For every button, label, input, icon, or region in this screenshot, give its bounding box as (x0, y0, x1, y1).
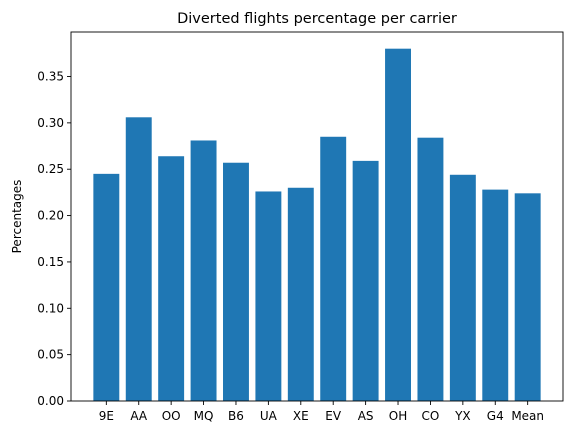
y-tick-label: 0.10 (37, 301, 64, 315)
x-tick-label: MQ (194, 409, 214, 423)
y-axis-label: Percentages (10, 180, 24, 254)
bar-b6 (223, 162, 249, 401)
y-tick-label: 0.25 (37, 162, 64, 176)
x-tick-label: B6 (228, 409, 244, 423)
y-tick-label: 0.30 (37, 116, 64, 130)
x-tick-label: UA (260, 409, 278, 423)
x-tick-label: XE (293, 409, 309, 423)
x-tick-label: OH (389, 409, 407, 423)
bars-group (93, 48, 541, 402)
chart-title: Diverted flights percentage per carrier (177, 11, 457, 27)
bar-oo (158, 156, 185, 401)
x-tick-label: Mean (511, 409, 544, 423)
plot-frame (70, 31, 564, 402)
bar-g4 (482, 189, 509, 401)
bar-ua (255, 191, 282, 401)
bar-9e (93, 173, 120, 401)
bar-aa (125, 117, 152, 402)
y-axis-ticks: 0.00 0.05 0.10 0.15 0.20 0.25 0.30 0.35 (37, 70, 71, 408)
x-tick-label: YX (454, 409, 471, 423)
x-tick-label: G4 (487, 409, 504, 423)
x-axis-ticks: 9E AA OO MQ B6 UA XE EV AS OH CO YX G4 Mean (99, 401, 544, 423)
y-tick-label: 0.00 (37, 394, 64, 408)
y-tick-label: 0.15 (37, 255, 64, 269)
bar-ev (320, 136, 347, 401)
y-tick-label: 0.20 (37, 209, 64, 223)
bar-mq (190, 140, 217, 402)
x-tick-label: OO (162, 409, 181, 423)
bar-yx (449, 174, 476, 401)
x-tick-label: AA (130, 409, 148, 423)
x-tick-label: CO (422, 409, 440, 423)
y-tick-label: 0.05 (37, 348, 64, 362)
bar-xe (287, 187, 314, 401)
bar-mean (514, 193, 541, 401)
x-tick-label: EV (325, 409, 342, 423)
x-tick-label: AS (358, 409, 374, 423)
y-tick-label: 0.35 (37, 70, 64, 84)
bar-as (352, 160, 379, 401)
bar-oh (385, 48, 411, 401)
x-tick-label: 9E (99, 409, 114, 423)
bar-co (417, 137, 444, 401)
